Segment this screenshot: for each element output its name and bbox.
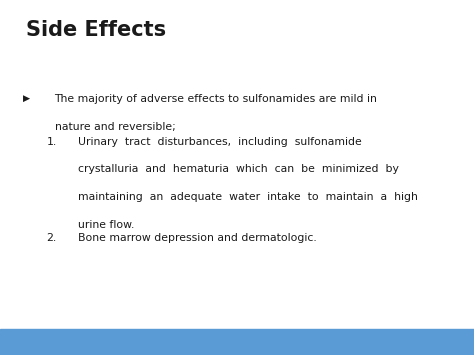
Text: 1.: 1. (46, 137, 57, 147)
Text: 2.: 2. (46, 233, 57, 242)
Text: Side Effects: Side Effects (26, 20, 166, 39)
Text: Urinary  tract  disturbances,  including  sulfonamide: Urinary tract disturbances, including su… (78, 137, 362, 147)
Text: The majority of adverse effects to sulfonamides are mild in: The majority of adverse effects to sulfo… (55, 94, 377, 104)
Text: urine flow.: urine flow. (78, 220, 135, 230)
Text: Bone marrow depression and dermatologic.: Bone marrow depression and dermatologic. (78, 233, 317, 242)
Text: crystalluria  and  hematuria  which  can  be  minimized  by: crystalluria and hematuria which can be … (78, 164, 399, 174)
Text: ▶: ▶ (23, 94, 30, 103)
Text: nature and reversible;: nature and reversible; (55, 122, 175, 132)
Bar (0, 329, 474, 355)
Text: maintaining  an  adequate  water  intake  to  maintain  a  high: maintaining an adequate water intake to … (78, 192, 418, 202)
